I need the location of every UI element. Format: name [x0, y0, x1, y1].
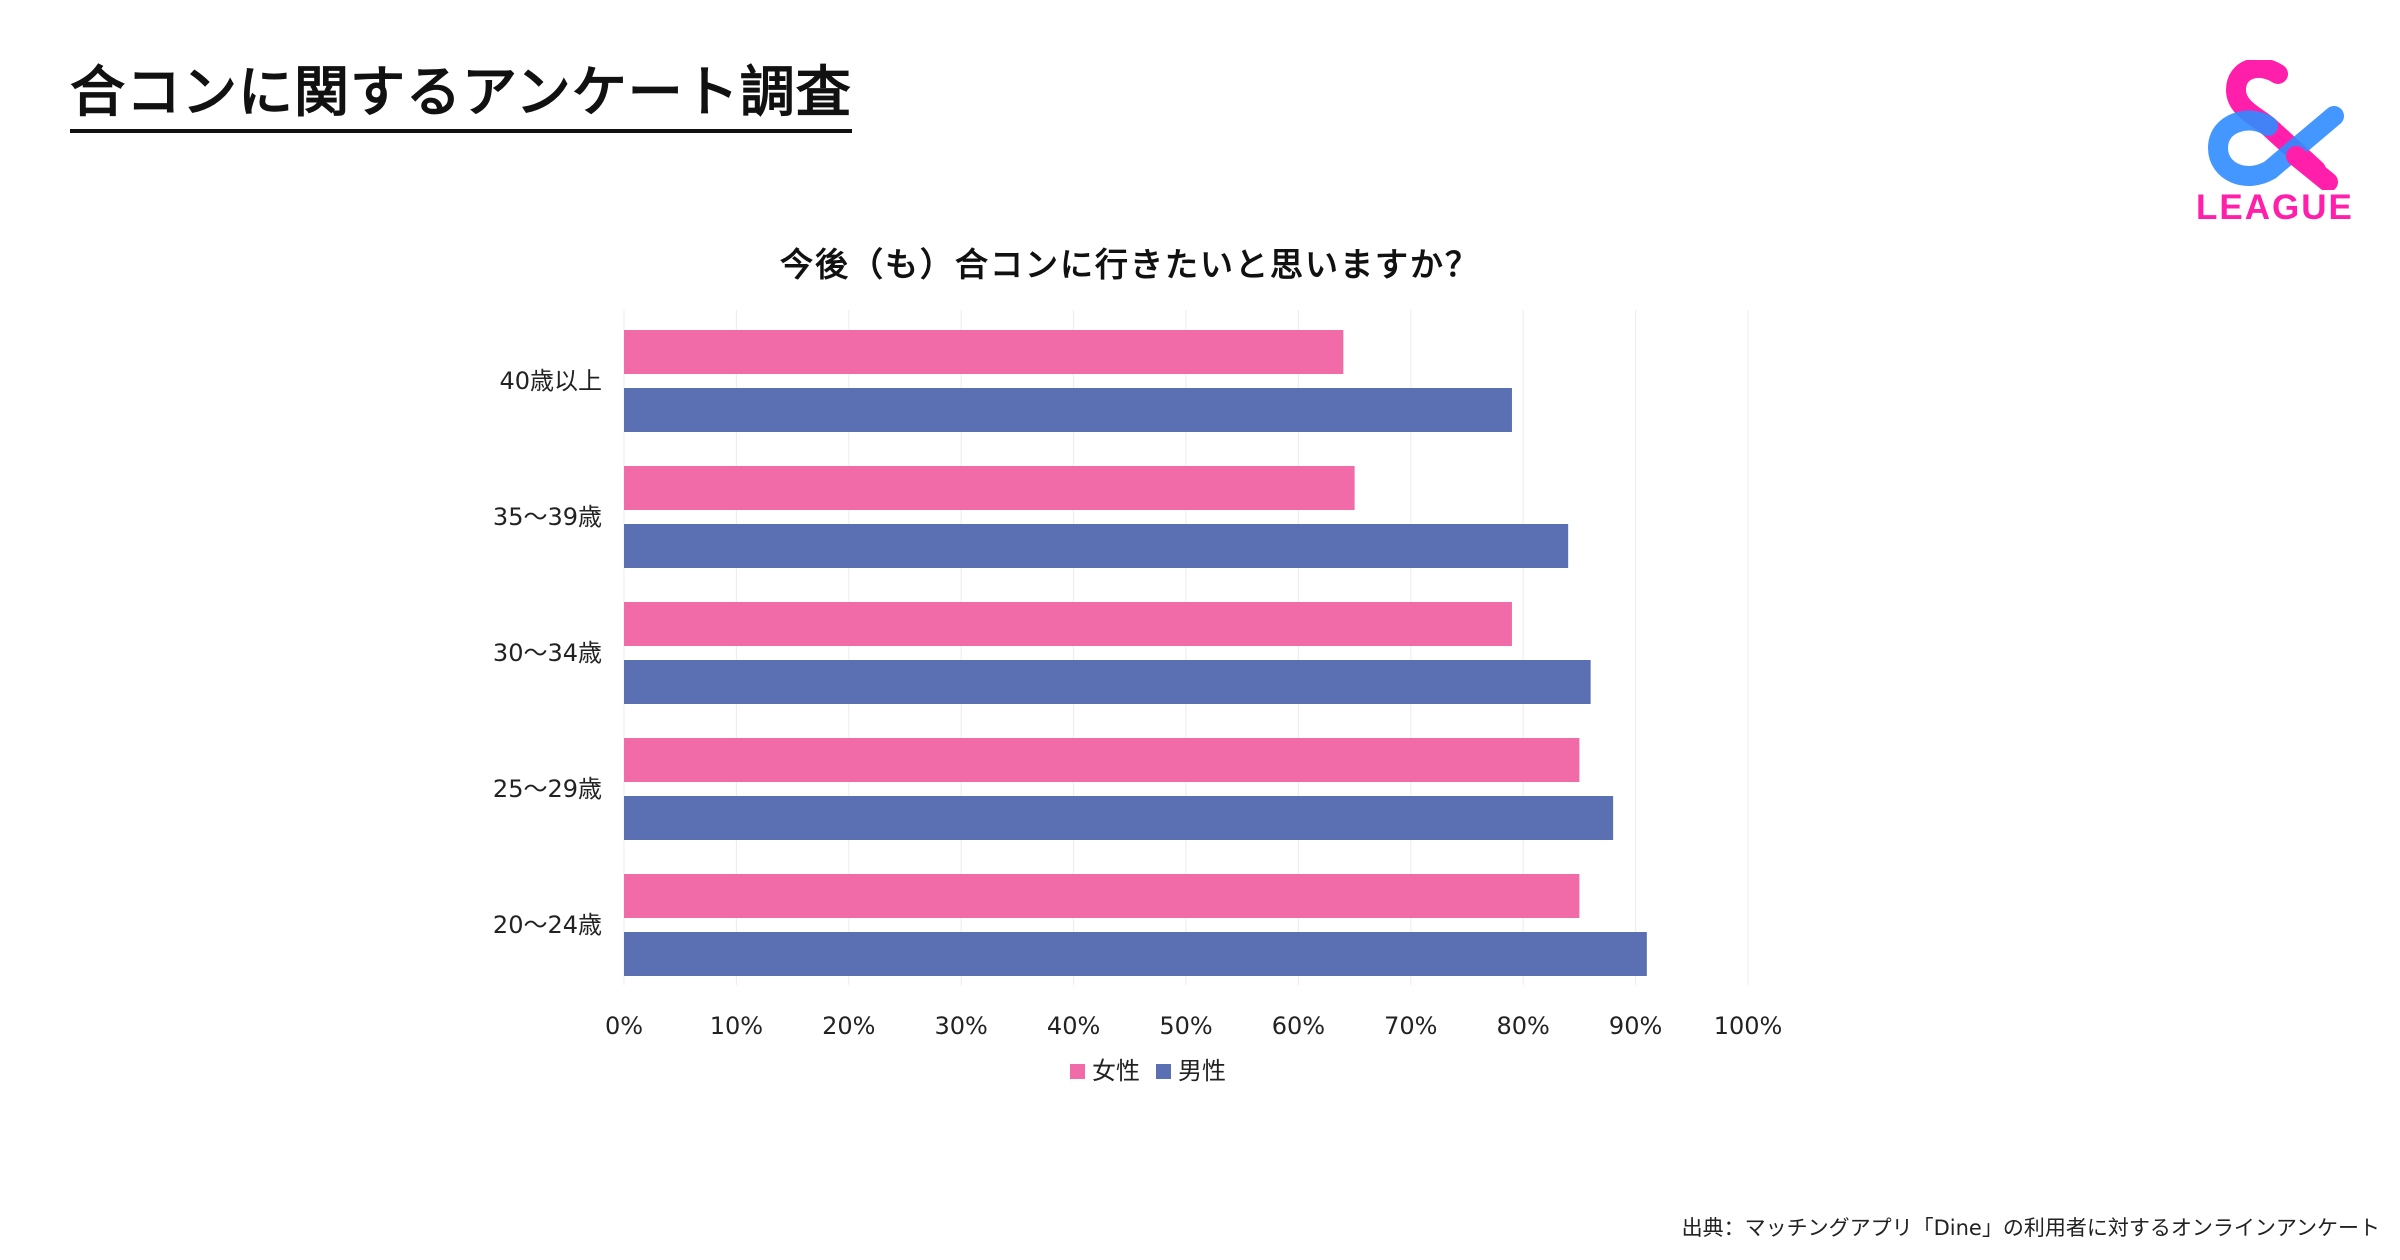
x-tick-label: 90% — [1609, 1012, 1662, 1040]
legend-swatch — [1070, 1064, 1085, 1079]
x-tick-label: 0% — [605, 1012, 643, 1040]
x-tick-label: 20% — [822, 1012, 875, 1040]
bar-male — [624, 388, 1512, 432]
bar-chart: 0% 10% 20% 30% 40% 50% 60% 70% 80% 90% 100% 40歳以上 35… — [493, 310, 1783, 1085]
legend-label: 女性 — [1092, 1057, 1140, 1085]
bar-female — [624, 874, 1580, 918]
source-note: 出典：マッチングアプリ「Dine」の利用者に対するオンラインアンケート — [1681, 1216, 2380, 1240]
bar-female — [624, 738, 1580, 782]
category-label: 40歳以上 — [499, 367, 602, 395]
x-tick-label: 60% — [1272, 1012, 1325, 1040]
x-tick-label: 10% — [710, 1012, 763, 1040]
category-label: 35〜39歳 — [493, 503, 602, 531]
bar-male — [624, 932, 1647, 976]
x-tick-label: 100% — [1714, 1012, 1783, 1040]
x-tick-label: 50% — [1159, 1012, 1212, 1040]
logo-text: LEAGUE — [2196, 188, 2354, 227]
x-tick-label: 80% — [1497, 1012, 1550, 1040]
category-label: 25〜29歳 — [493, 775, 602, 803]
bar-female — [624, 466, 1355, 510]
legend-label: 男性 — [1178, 1057, 1226, 1085]
league-logo: LEAGUE — [2196, 57, 2354, 235]
bar-female — [624, 330, 1344, 374]
bar-male — [624, 796, 1614, 840]
bar-male — [624, 660, 1591, 704]
page-title: 合コンに関するアンケート調査 — [70, 58, 852, 133]
x-tick-label: 30% — [935, 1012, 988, 1040]
category-label: 30〜34歳 — [493, 639, 602, 667]
chart-title: 今後（も）合コンに行きたいと思いますか？ — [780, 245, 1480, 284]
bar-male — [624, 524, 1569, 568]
category-label: 20〜24歳 — [493, 911, 602, 939]
ampersand-logo-icon — [2207, 57, 2344, 192]
bar-female — [624, 602, 1512, 646]
legend-swatch — [1156, 1064, 1171, 1079]
x-tick-label: 40% — [1047, 1012, 1100, 1040]
x-tick-label: 70% — [1384, 1012, 1437, 1040]
